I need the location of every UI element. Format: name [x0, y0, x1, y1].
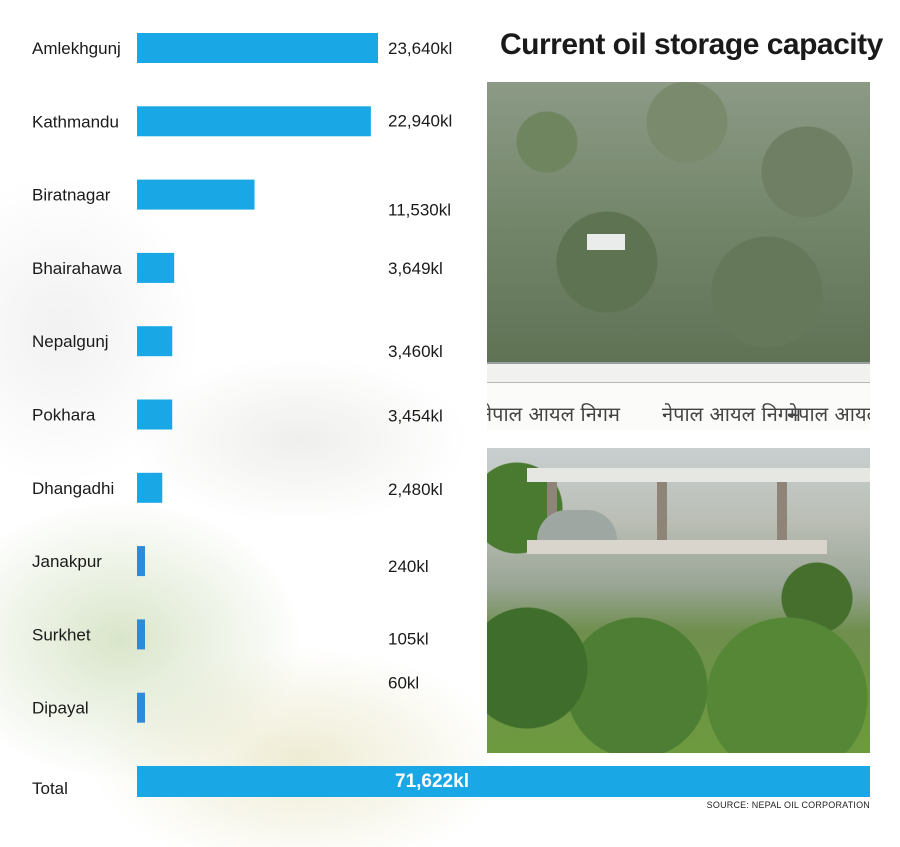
depot-wall	[487, 382, 870, 430]
depot-sign: नेपाल आयल निगम	[487, 402, 621, 426]
depot-sign: नेपाल आयल निगम	[662, 402, 802, 426]
total-bar	[137, 766, 870, 797]
category-label: Kathmandu	[32, 112, 119, 131]
bar-surkhet	[137, 619, 145, 650]
value-label: 3,649kl	[388, 259, 443, 278]
source-note: SOURCE: NEPAL OIL CORPORATION	[706, 800, 870, 810]
category-label: Amlekhgunj	[32, 39, 121, 58]
bar-dipayal	[137, 692, 145, 723]
bar-dhangadhi	[137, 472, 163, 503]
category-label: Janakpur	[32, 552, 102, 571]
shed-pillar	[657, 482, 667, 552]
bar-pokhara	[137, 399, 173, 430]
total-label: Total	[32, 779, 68, 798]
bar-amlekhgunj	[137, 33, 378, 63]
bar-kathmandu	[137, 106, 371, 137]
shed-roof	[527, 468, 870, 482]
value-label: 23,640kl	[388, 39, 452, 58]
category-label: Bhairahawa	[32, 259, 122, 278]
value-label: 2,480kl	[388, 480, 443, 499]
chart-title: Current oil storage capacity	[500, 28, 883, 61]
category-label: Dhangadhi	[32, 479, 114, 498]
photo-oil-storage-tanks	[487, 448, 870, 753]
category-label: Surkhet	[32, 625, 91, 644]
value-label: 3,454kl	[388, 407, 443, 426]
photo-oil-depot-hillside: नेपाल आयल निगम नेपाल आयल निगम नेपाल आयल …	[487, 82, 870, 430]
value-label: 60kl	[388, 674, 419, 693]
category-label: Pokhara	[32, 406, 96, 425]
bar-chart: Amlekhgunj 23,640kl Kathmandu 22,940kl Birat…	[32, 33, 452, 798]
category-label: Dipayal	[32, 699, 89, 718]
storage-tank	[537, 510, 617, 540]
value-label: 240kl	[388, 557, 429, 576]
value-label: 22,940kl	[388, 111, 452, 130]
value-label: 3,460kl	[388, 342, 443, 361]
value-label: 105kl	[388, 629, 429, 648]
total-value-label: 71,622kl	[395, 771, 469, 792]
shed-pillar	[777, 482, 787, 552]
bar-biratnagar	[137, 179, 255, 210]
bar-janakpur	[137, 546, 145, 577]
bar-bhairahawa	[137, 252, 175, 283]
category-label: Biratnagar	[32, 186, 111, 205]
bar-nepalgunj	[137, 326, 173, 357]
depot-wall	[527, 540, 827, 554]
hillside-house	[587, 234, 625, 250]
value-label: 11,530kl	[388, 201, 451, 220]
category-label: Nepalgunj	[32, 332, 109, 351]
depot-sign: नेपाल आयल निगम	[787, 402, 870, 426]
